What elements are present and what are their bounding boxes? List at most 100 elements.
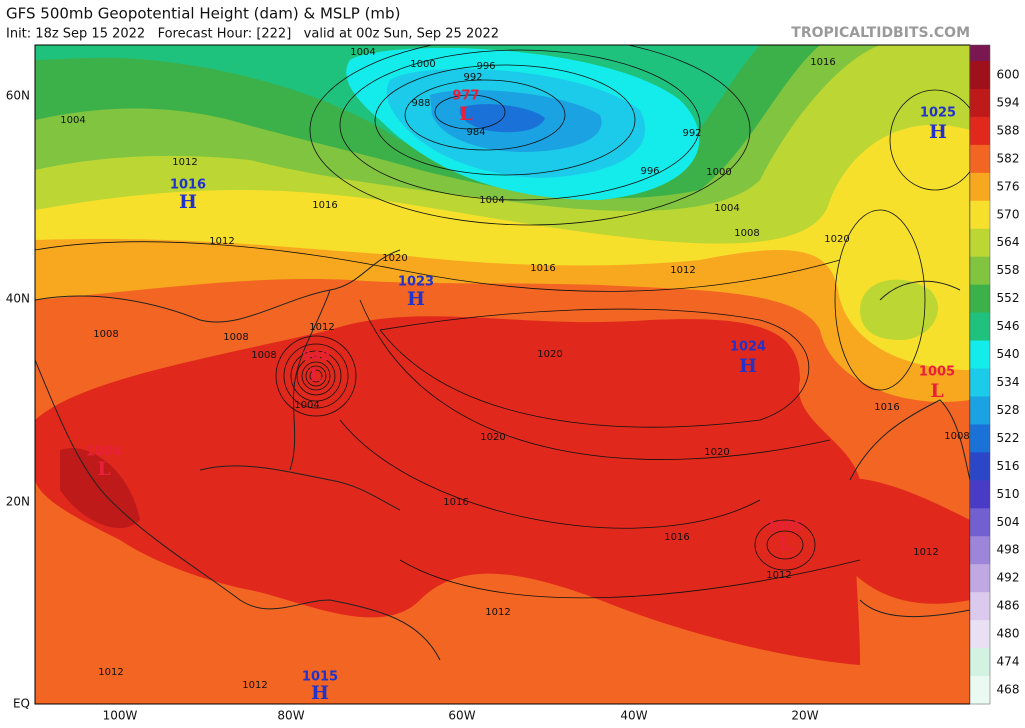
pressure-center-letter: H [407, 288, 425, 310]
isobar-label: 1008 [944, 431, 969, 442]
latitude-label: 40N [6, 292, 30, 306]
isobar-label: 1004 [714, 203, 739, 214]
isobar-label: 1020 [382, 253, 407, 264]
colorbar-label: 564 [997, 235, 1020, 249]
latitude-label: 60N [6, 89, 30, 103]
colorbar-swatch [970, 368, 990, 397]
watermark: TROPICALTIDBITS.COM [791, 25, 970, 41]
pressure-value: 1023 [398, 275, 434, 290]
colorbar-swatch [970, 256, 990, 286]
pressure-value: 1016 [170, 178, 206, 193]
isobar-label: 1020 [537, 349, 562, 360]
isobar-label: 1012 [172, 157, 197, 168]
colorbar-swatch [970, 564, 990, 593]
isobar-label: 1020 [824, 234, 849, 245]
colorbar-swatch [970, 396, 990, 425]
pressure-value: 1024 [730, 340, 766, 355]
isobar-label: 1008 [223, 332, 248, 343]
colorbar-label: 516 [997, 459, 1020, 473]
isobar-label: 1016 [443, 497, 468, 508]
isobar-label: 1012 [242, 680, 267, 691]
colorbar: 600 594 588 582 576 570 564 558 552 546 540 534 528 5… [969, 44, 1020, 705]
colorbar-swatch [970, 228, 990, 258]
pressure-value: 1005 [919, 365, 955, 380]
height-shading [860, 279, 939, 340]
colorbar-swatch [970, 172, 990, 202]
isobar-label: 1012 [309, 322, 334, 333]
latitude-label: 20N [6, 495, 30, 509]
isobar [889, 89, 970, 191]
isobar [399, 559, 861, 599]
isobar [379, 308, 810, 428]
isobar [309, 45, 751, 226]
isobar [296, 356, 336, 396]
height-shading [35, 316, 860, 665]
subtitle: Init: 18z Sep 15 2022 Forecast Hour: [22… [6, 27, 499, 42]
isobar [35, 241, 841, 292]
colorbar-label: 594 [997, 95, 1020, 109]
colorbar-swatch [970, 452, 990, 481]
colorbar-label: 510 [997, 487, 1020, 501]
title: GFS 500mb Geopotential Height (dam) & MS… [6, 5, 400, 23]
pressure-value: 1025 [920, 106, 956, 121]
isobar-label: 1000 [706, 167, 731, 178]
coastline [35, 249, 970, 661]
latitude-label: EQ [13, 697, 30, 711]
isobar [290, 350, 342, 402]
isobar-label: 1004 [479, 195, 504, 206]
isobar-label: 1008 [251, 350, 276, 361]
isobar-label: 1004 [60, 115, 85, 126]
pressure-value: 977 [452, 89, 479, 104]
longitude-label: 40W [620, 709, 647, 723]
pressure-center-letter: L [459, 103, 472, 125]
colorbar-overflow [970, 45, 990, 61]
colorbar-label: 468 [997, 683, 1020, 697]
isobar [305, 365, 327, 387]
isobar-label: 1016 [874, 402, 899, 413]
colorbar-swatch [970, 480, 990, 509]
pressure-center-letter: H [179, 191, 197, 213]
pressure-center-letter: H [311, 682, 329, 704]
pressure-center-letter: L [309, 364, 322, 386]
isobar-label: 1008 [734, 228, 759, 239]
height-shading [830, 478, 970, 604]
isobar [283, 343, 349, 409]
isobar-label: 1012 [913, 547, 938, 558]
colorbar-label: 558 [997, 263, 1020, 277]
colorbar-label: 534 [997, 375, 1020, 389]
colorbar-swatch [970, 508, 990, 537]
isobar-label: 996 [476, 61, 495, 72]
colorbar-label: 570 [997, 207, 1020, 221]
colorbar-label: 474 [997, 655, 1020, 669]
colorbar-swatch [970, 144, 990, 174]
map-overlay [35, 45, 970, 661]
colorbar-frame [969, 44, 991, 705]
colorbar-label: 552 [997, 291, 1020, 305]
longitude-label: 60W [448, 709, 475, 723]
isobar-label: 1020 [480, 432, 505, 443]
isobar [301, 361, 331, 391]
pressure-value: 940 [302, 350, 329, 365]
colorbar-swatch [970, 592, 990, 621]
isobar-label: 1016 [810, 57, 835, 68]
colorbar-swatch [970, 312, 990, 342]
colorbar-label: 528 [997, 403, 1020, 417]
colorbar-label: 498 [997, 543, 1020, 557]
longitude-label: 20W [791, 709, 818, 723]
isobar-label: 1012 [766, 570, 791, 581]
isobar-label: 996 [640, 166, 659, 177]
colorbar-swatch [970, 116, 990, 146]
isobar [275, 335, 357, 417]
isobar-label: 988 [411, 98, 430, 109]
pressure-center-letter: L [930, 380, 943, 402]
colorbar-label: 582 [997, 151, 1020, 165]
isobar-label: 1012 [670, 265, 695, 276]
isobar [359, 299, 831, 460]
map-area [35, 45, 970, 704]
pressure-center-letter: L [778, 533, 791, 555]
colorbar-label: 540 [997, 347, 1020, 361]
colorbar-label: 492 [997, 571, 1020, 585]
isobar-label: 1016 [530, 263, 555, 274]
